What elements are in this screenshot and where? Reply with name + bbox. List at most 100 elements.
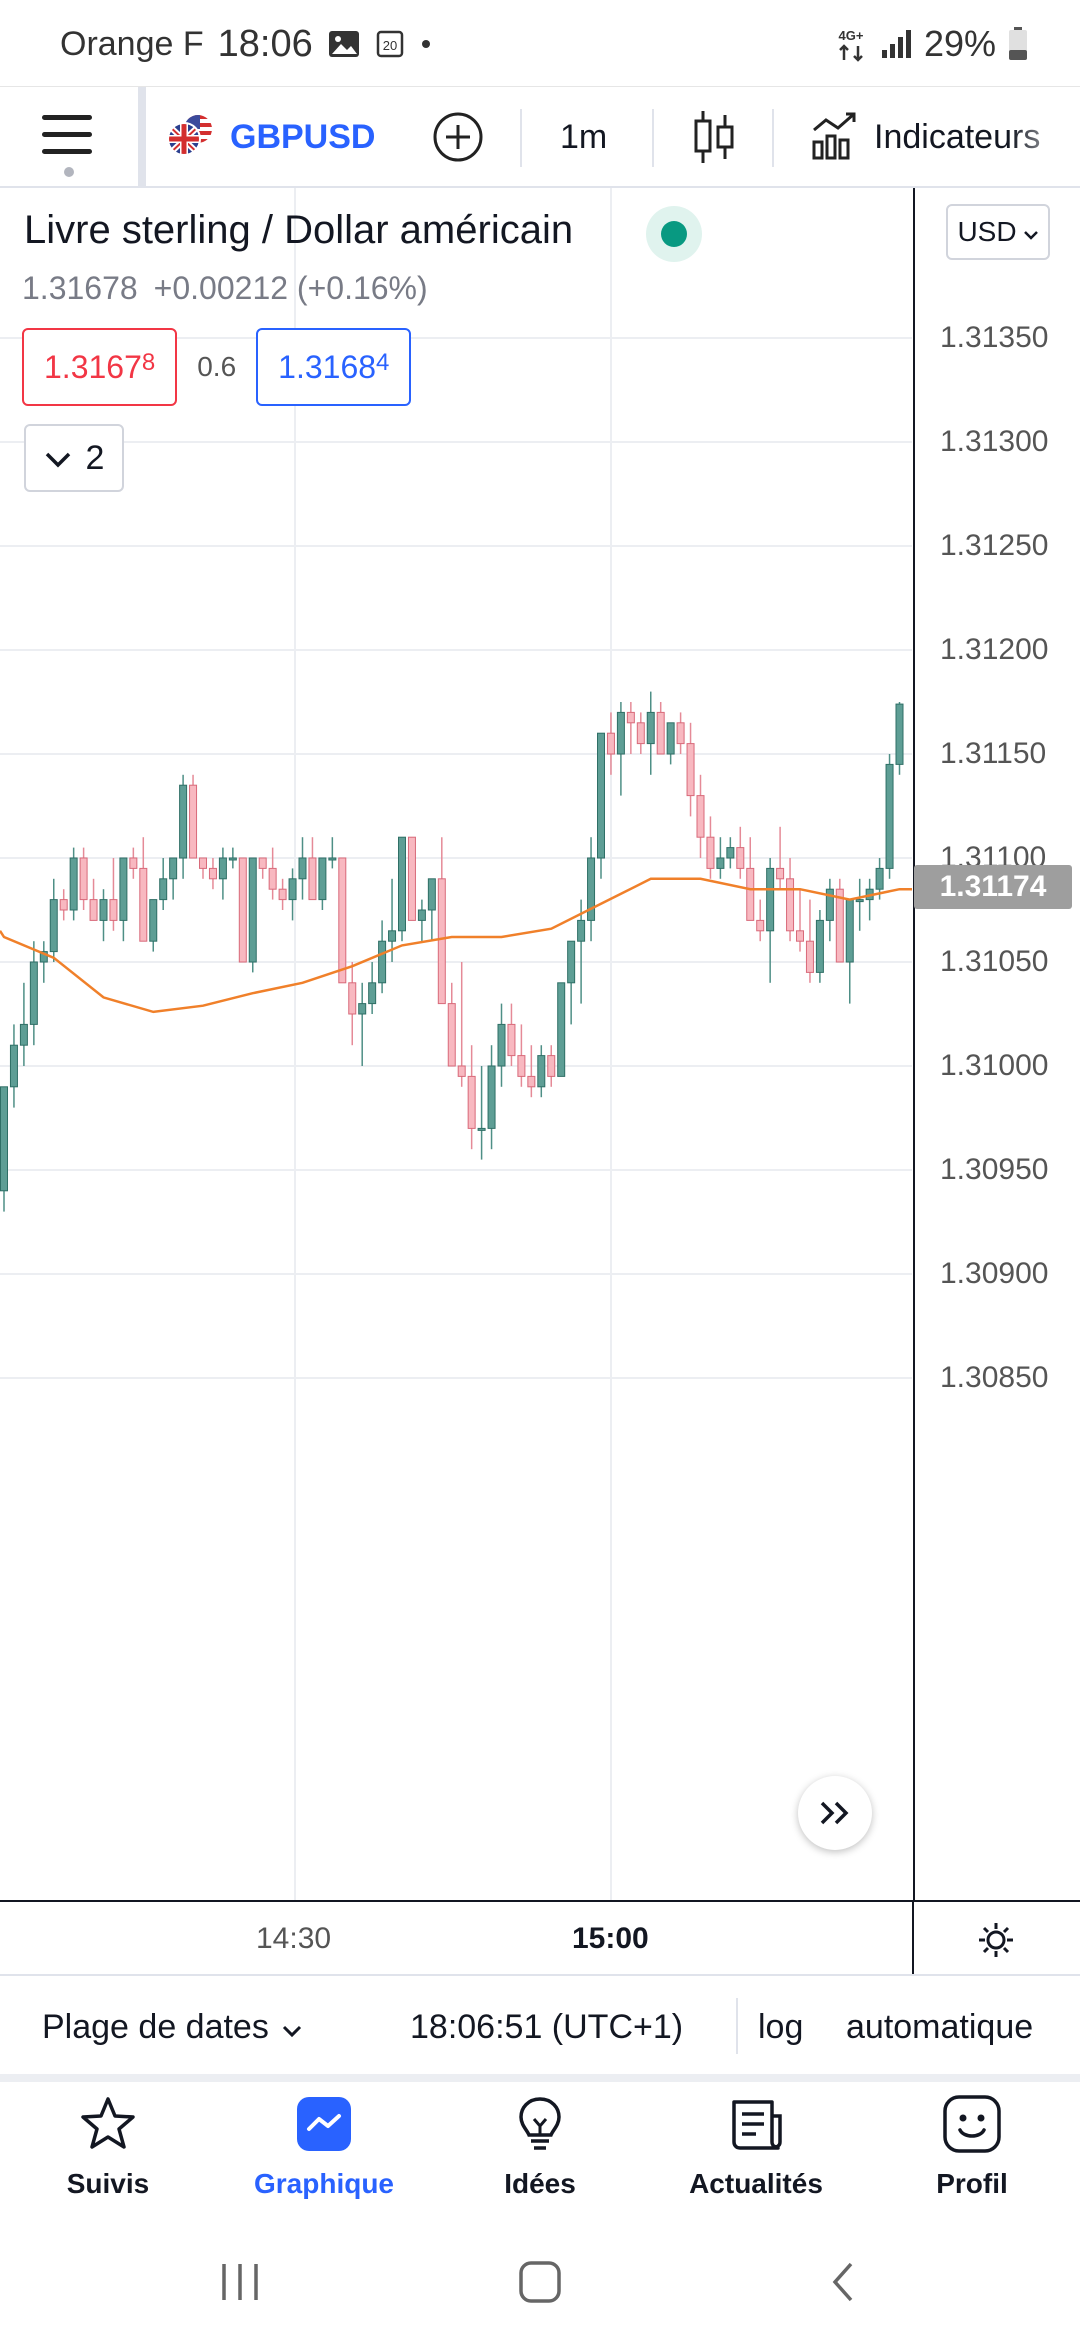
candle [89, 878, 98, 921]
chart-toolbar: GBPUSD 1m Indicateurs [0, 86, 1080, 188]
indicator-count: 2 [85, 438, 105, 477]
nav-tab-actualites[interactable]: Actualités [666, 2094, 846, 2214]
price-tick-label: 1.31300 [940, 425, 1049, 458]
candle [517, 1024, 526, 1087]
battery-percent: 29% [923, 23, 996, 64]
candle [855, 878, 864, 931]
chart-icon [294, 2094, 354, 2154]
candle [616, 702, 625, 796]
nav-tab-suivis[interactable]: Suivis [18, 2094, 198, 2214]
home-icon[interactable] [510, 2252, 570, 2312]
toolbar-separator [772, 109, 774, 167]
interval-button[interactable]: 1m [560, 118, 608, 156]
auto-scale-toggle[interactable]: automatique [846, 2008, 1034, 2046]
toolbar-separator [520, 109, 522, 167]
price-summary: 1.31678 +0.00212 (+0.16%) [22, 270, 444, 307]
candle [0, 1086, 8, 1212]
candle [786, 858, 795, 942]
candle [19, 982, 28, 1066]
candle [477, 1066, 486, 1160]
moving-average-line [0, 877, 912, 1014]
candle [805, 899, 814, 983]
candle [278, 878, 287, 910]
candle [9, 1024, 18, 1108]
candle [815, 910, 824, 983]
candle [179, 774, 188, 879]
time-scale[interactable]: 14:30 15:00 [0, 1900, 1080, 1976]
candle [776, 826, 785, 890]
timezone-clock[interactable]: 18:06:51 (UTC+1) [410, 2008, 684, 2046]
candle [388, 878, 397, 962]
candle [218, 847, 227, 900]
candle [507, 1003, 516, 1066]
log-scale-toggle[interactable]: log [758, 2008, 804, 2046]
market-status-dot [661, 221, 687, 247]
candle [646, 691, 655, 775]
network-type-icon: 4G+ [834, 26, 868, 62]
candle [835, 878, 844, 963]
sell-button[interactable]: 1.3167 8 [22, 328, 178, 406]
candle [39, 941, 48, 983]
candle [706, 816, 715, 879]
indicators-collapse-button[interactable]: 2 [24, 424, 124, 492]
news-icon [726, 2094, 786, 2154]
price-tick-label: 1.31050 [940, 945, 1049, 978]
indicators-button[interactable]: Indicateurs [810, 107, 1040, 167]
currency-label: USD [957, 216, 1017, 247]
candlestick-chart[interactable] [0, 188, 1080, 1900]
candle [547, 1045, 556, 1087]
candle [119, 857, 128, 942]
candle [99, 889, 108, 942]
candle [487, 1045, 496, 1150]
chart-pane[interactable]: Livre sterling / Dollar américain 1.3167… [0, 188, 1080, 1900]
candle [189, 774, 198, 859]
buy-price: 1.3168 [278, 348, 377, 385]
battery-icon [1008, 27, 1028, 61]
candle [656, 702, 665, 755]
price-tick-label: 1.31250 [940, 529, 1049, 562]
recents-icon[interactable] [210, 2252, 270, 2312]
sell-pip: 8 [141, 349, 156, 376]
notification-icon: 20 [375, 29, 405, 59]
candle [537, 1045, 546, 1098]
chart-type-candles-icon[interactable] [692, 107, 736, 167]
market-open-indicator [646, 206, 702, 262]
candle [796, 889, 804, 952]
gear-icon[interactable] [976, 1920, 1016, 1960]
scroll-to-realtime-button[interactable] [798, 1776, 872, 1850]
candle [407, 836, 416, 921]
compare-add-icon[interactable] [432, 111, 484, 163]
candle [497, 1003, 506, 1087]
star-icon [78, 2094, 138, 2154]
sell-price: 1.3167 [44, 348, 142, 385]
back-icon[interactable] [812, 2252, 872, 2312]
candle [368, 962, 377, 1014]
candle [109, 858, 118, 931]
system-navigation-bar [0, 2222, 1080, 2340]
candle [159, 858, 168, 910]
signal-icon [880, 28, 912, 60]
nav-tab-idees[interactable]: Idées [450, 2094, 630, 2214]
date-range-button[interactable]: Plage de dates [42, 2002, 303, 2052]
symbol-search-button[interactable]: GBPUSD [166, 107, 375, 167]
buy-button[interactable]: 1.3168 4 [256, 328, 412, 406]
price-change: +0.00212 (+0.16%) [153, 270, 428, 306]
candle [208, 858, 217, 890]
chart-symbol-title: Livre sterling / Dollar américain [24, 208, 574, 252]
candle [557, 982, 566, 1077]
candle [597, 732, 605, 879]
svg-text:20: 20 [382, 38, 396, 53]
candle [567, 940, 576, 1025]
candle [766, 858, 775, 983]
chevron-down-icon [1023, 216, 1039, 248]
nav-tab-profil[interactable]: Profil [882, 2094, 1062, 2214]
bottom-navigation: Suivis Graphique Idées Actualités Profil [0, 2082, 1080, 2222]
price-tick-label: 1.30900 [940, 1257, 1049, 1290]
candle [437, 837, 446, 1005]
nav-tab-graphique[interactable]: Graphique [234, 2094, 414, 2214]
menu-icon[interactable] [42, 115, 94, 161]
candle [527, 1045, 536, 1098]
candle [348, 962, 357, 1046]
candle [199, 857, 207, 879]
currency-select[interactable]: USD [946, 204, 1050, 260]
